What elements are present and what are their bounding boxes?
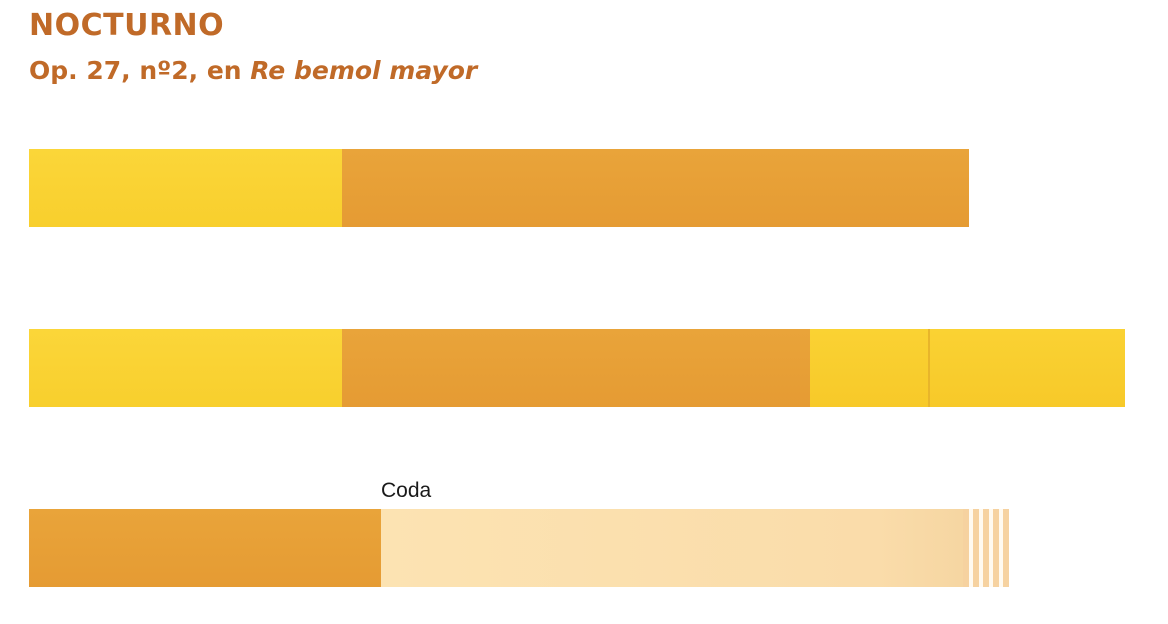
subtitle-key: Re bemol mayor bbox=[250, 56, 478, 85]
section-b-segment bbox=[29, 509, 381, 587]
section-a-segment bbox=[29, 149, 342, 227]
page-title: NOCTURNO bbox=[29, 8, 225, 43]
form-bar-row-3 bbox=[29, 509, 1009, 587]
form-bar-row-1 bbox=[29, 149, 969, 227]
section-a-return-segment bbox=[810, 329, 928, 407]
subtitle-opus: Op. 27, nº2, en bbox=[29, 56, 251, 85]
coda-label: Coda bbox=[381, 479, 432, 502]
coda-segment bbox=[381, 509, 963, 587]
section-a-return-segment-2 bbox=[930, 329, 1125, 407]
page-subtitle: Op. 27, nº2, en Re bemol mayor bbox=[29, 54, 477, 88]
section-divider bbox=[928, 329, 930, 407]
form-bar-row-2 bbox=[29, 329, 1125, 407]
section-b-segment bbox=[342, 149, 969, 227]
section-b-segment bbox=[342, 329, 810, 407]
section-a-segment bbox=[29, 329, 342, 407]
final-chords-stripes bbox=[963, 509, 1009, 587]
